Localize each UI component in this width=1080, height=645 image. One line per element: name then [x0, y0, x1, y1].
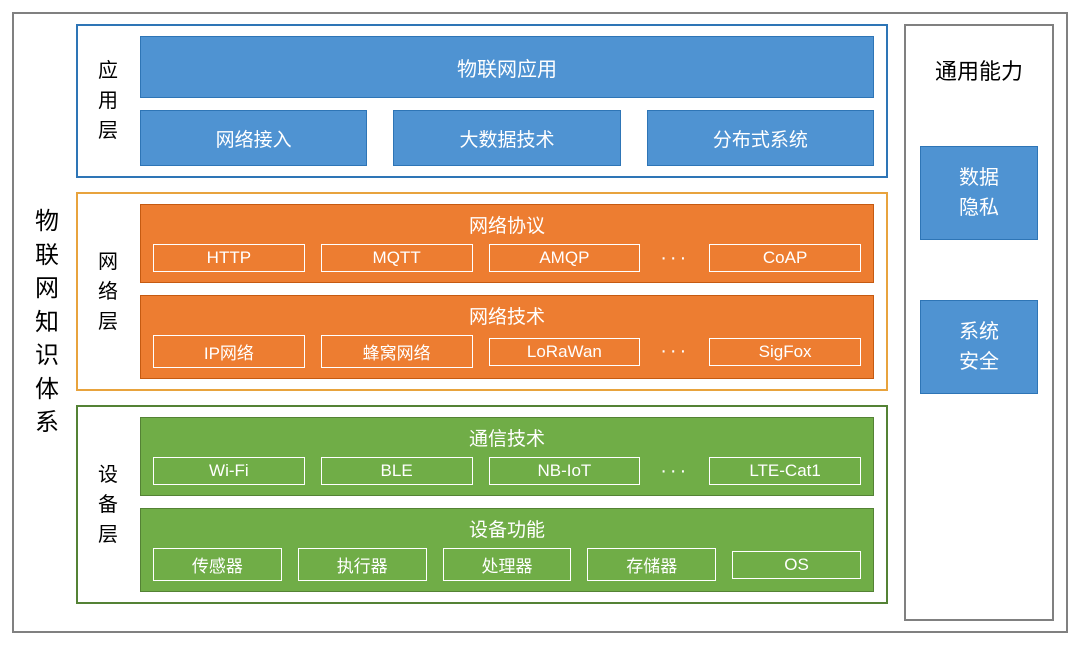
diagram-outer: 物联网知识体系 应用层物联网应用网络接入大数据技术分布式系统网络层网络协议HTT… [12, 12, 1068, 633]
chip: 传感器 [153, 548, 282, 581]
chip-row: Wi-Fi BLE NB-IoT ··· LTE-Cat1 [153, 457, 861, 485]
block: 网络接入 [140, 110, 367, 166]
layer-application: 应用层物联网应用网络接入大数据技术分布式系统 [76, 24, 888, 178]
side-block: 数据隐私 [920, 146, 1038, 240]
chip-row: HTTP MQTT AMQP ··· CoAP [153, 244, 861, 272]
group-title: 设备功能 [153, 515, 861, 542]
block: 分布式系统 [647, 110, 874, 166]
ellipsis-icon: ··· [656, 247, 693, 270]
block: 物联网应用 [140, 36, 874, 98]
block-row: 网络接入大数据技术分布式系统 [140, 110, 874, 166]
layer-label: 设备层 [86, 417, 130, 592]
block: 大数据技术 [393, 110, 620, 166]
chip: IP网络 [153, 335, 305, 368]
layer-body: 网络协议 HTTP MQTT AMQP ··· CoAP 网络技术 IP网络蜂窝网络 LoRaW… [140, 204, 874, 379]
side-column: 通用能力数据隐私系统安全 [904, 24, 1054, 621]
layer-body: 通信技术 Wi-Fi BLE NB-IoT ··· LTE-Cat1 设备功能传感器执行器处… [140, 417, 874, 592]
main-title: 物联网知识体系 [26, 24, 68, 621]
group-title: 通信技术 [153, 424, 861, 451]
chip: CoAP [709, 244, 861, 272]
ellipsis-icon: ··· [656, 460, 693, 483]
chip: 执行器 [298, 548, 427, 581]
chip: SigFox [709, 338, 861, 366]
chip: OS [732, 551, 861, 579]
group-block: 网络协议 HTTP MQTT AMQP ··· CoAP [140, 204, 874, 283]
chip: HTTP [153, 244, 305, 272]
chip: 存储器 [587, 548, 716, 581]
layer-network: 网络层网络协议 HTTP MQTT AMQP ··· CoAP 网络技术 IP网络蜂窝网络 Lo… [76, 192, 888, 391]
side-block: 系统安全 [920, 300, 1038, 394]
group-block: 设备功能传感器执行器处理器存储器 OS [140, 508, 874, 592]
side-title: 通用能力 [935, 54, 1023, 86]
chip: MQTT [321, 244, 473, 272]
layers-column: 应用层物联网应用网络接入大数据技术分布式系统网络层网络协议HTTPMQTTAMQ… [76, 24, 888, 621]
layer-label: 应用层 [86, 36, 130, 166]
chip: 蜂窝网络 [321, 335, 473, 368]
chip: NB-IoT [489, 457, 641, 485]
layer-body: 物联网应用网络接入大数据技术分布式系统 [140, 36, 874, 166]
chip: BLE [321, 457, 473, 485]
layer-device: 设备层通信技术 Wi-Fi BLE NB-IoT ··· LTE-Cat1 设备功能传感器执… [76, 405, 888, 604]
chip: Wi-Fi [153, 457, 305, 485]
chip: LoRaWan [489, 338, 641, 366]
chip: LTE-Cat1 [709, 457, 861, 485]
layer-label: 网络层 [86, 204, 130, 379]
chip: AMQP [489, 244, 641, 272]
group-block: 网络技术 IP网络蜂窝网络 LoRaWan ··· SigFox [140, 295, 874, 379]
group-block: 通信技术 Wi-Fi BLE NB-IoT ··· LTE-Cat1 [140, 417, 874, 496]
chip: 处理器 [443, 548, 572, 581]
chip-row: 传感器执行器处理器存储器 OS [153, 548, 861, 581]
group-title: 网络技术 [153, 302, 861, 329]
chip-row: IP网络蜂窝网络 LoRaWan ··· SigFox [153, 335, 861, 368]
group-title: 网络协议 [153, 211, 861, 238]
ellipsis-icon: ··· [656, 340, 693, 363]
